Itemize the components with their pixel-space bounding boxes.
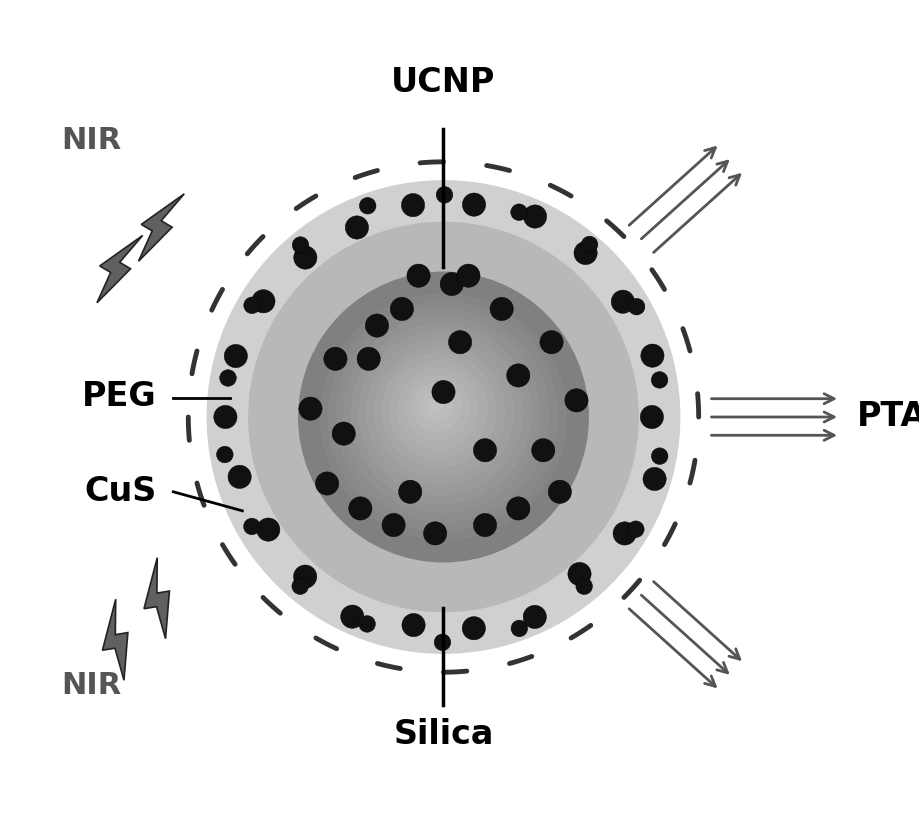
Circle shape <box>506 497 529 520</box>
Circle shape <box>612 522 636 545</box>
Circle shape <box>213 405 237 429</box>
Circle shape <box>412 382 461 432</box>
Circle shape <box>292 237 309 254</box>
Circle shape <box>473 439 496 462</box>
Circle shape <box>389 360 487 459</box>
Circle shape <box>404 375 470 441</box>
Circle shape <box>548 480 571 504</box>
Circle shape <box>457 264 480 288</box>
Circle shape <box>373 345 505 477</box>
Circle shape <box>462 193 485 216</box>
Circle shape <box>581 236 597 253</box>
Polygon shape <box>102 599 128 681</box>
Circle shape <box>396 368 479 450</box>
Circle shape <box>366 338 514 486</box>
Circle shape <box>567 562 591 585</box>
Circle shape <box>423 522 447 545</box>
Circle shape <box>531 439 554 462</box>
Circle shape <box>642 467 665 490</box>
Text: UCNP: UCNP <box>391 67 495 99</box>
Text: PEG: PEG <box>82 380 156 413</box>
Circle shape <box>248 222 638 612</box>
Circle shape <box>256 518 279 541</box>
Circle shape <box>293 565 316 588</box>
Text: NIR: NIR <box>61 671 121 700</box>
Circle shape <box>628 299 644 315</box>
Circle shape <box>358 615 375 632</box>
Circle shape <box>490 297 513 320</box>
Circle shape <box>473 514 496 537</box>
Circle shape <box>327 301 558 531</box>
Circle shape <box>510 204 527 220</box>
Circle shape <box>434 634 450 651</box>
Circle shape <box>461 616 485 640</box>
Circle shape <box>244 297 260 314</box>
Circle shape <box>320 294 566 540</box>
Circle shape <box>224 344 247 368</box>
Circle shape <box>359 198 376 214</box>
Text: Silica: Silica <box>392 718 494 751</box>
Text: CuS: CuS <box>85 475 156 508</box>
Circle shape <box>345 216 369 239</box>
Circle shape <box>207 180 680 654</box>
Circle shape <box>651 448 667 465</box>
Circle shape <box>357 330 523 495</box>
Circle shape <box>323 347 346 370</box>
Circle shape <box>343 315 540 514</box>
Circle shape <box>350 323 531 505</box>
Circle shape <box>506 364 529 387</box>
Circle shape <box>381 353 496 468</box>
Circle shape <box>573 241 596 264</box>
Text: PTA: PTA <box>856 400 919 434</box>
Circle shape <box>510 620 528 636</box>
Circle shape <box>439 273 463 295</box>
Circle shape <box>401 193 425 217</box>
Circle shape <box>610 290 634 314</box>
Circle shape <box>365 314 388 337</box>
Circle shape <box>357 347 380 370</box>
Circle shape <box>299 397 322 420</box>
Circle shape <box>291 578 308 595</box>
Circle shape <box>315 472 338 495</box>
Circle shape <box>216 446 233 463</box>
Circle shape <box>332 422 355 445</box>
Circle shape <box>390 297 414 320</box>
Circle shape <box>448 330 471 354</box>
Circle shape <box>564 389 587 412</box>
Circle shape <box>381 514 404 537</box>
Circle shape <box>539 330 562 354</box>
Polygon shape <box>139 193 184 261</box>
Circle shape <box>575 578 592 595</box>
Circle shape <box>348 497 371 520</box>
Circle shape <box>335 309 549 522</box>
Circle shape <box>523 205 546 229</box>
Circle shape <box>436 187 452 203</box>
Circle shape <box>523 605 546 629</box>
Circle shape <box>419 389 452 423</box>
Circle shape <box>293 246 317 269</box>
Circle shape <box>228 465 251 489</box>
Circle shape <box>340 605 364 628</box>
Circle shape <box>398 480 422 504</box>
Circle shape <box>640 405 663 429</box>
Circle shape <box>244 518 260 535</box>
Circle shape <box>641 344 664 367</box>
Circle shape <box>627 521 643 538</box>
Circle shape <box>406 264 430 288</box>
Circle shape <box>427 397 444 414</box>
Circle shape <box>402 614 425 636</box>
Circle shape <box>252 289 275 313</box>
Polygon shape <box>96 235 142 303</box>
Text: NIR: NIR <box>61 126 121 155</box>
Circle shape <box>298 272 588 562</box>
Polygon shape <box>144 558 169 639</box>
Circle shape <box>651 372 667 388</box>
Circle shape <box>431 380 455 404</box>
Circle shape <box>220 369 236 386</box>
